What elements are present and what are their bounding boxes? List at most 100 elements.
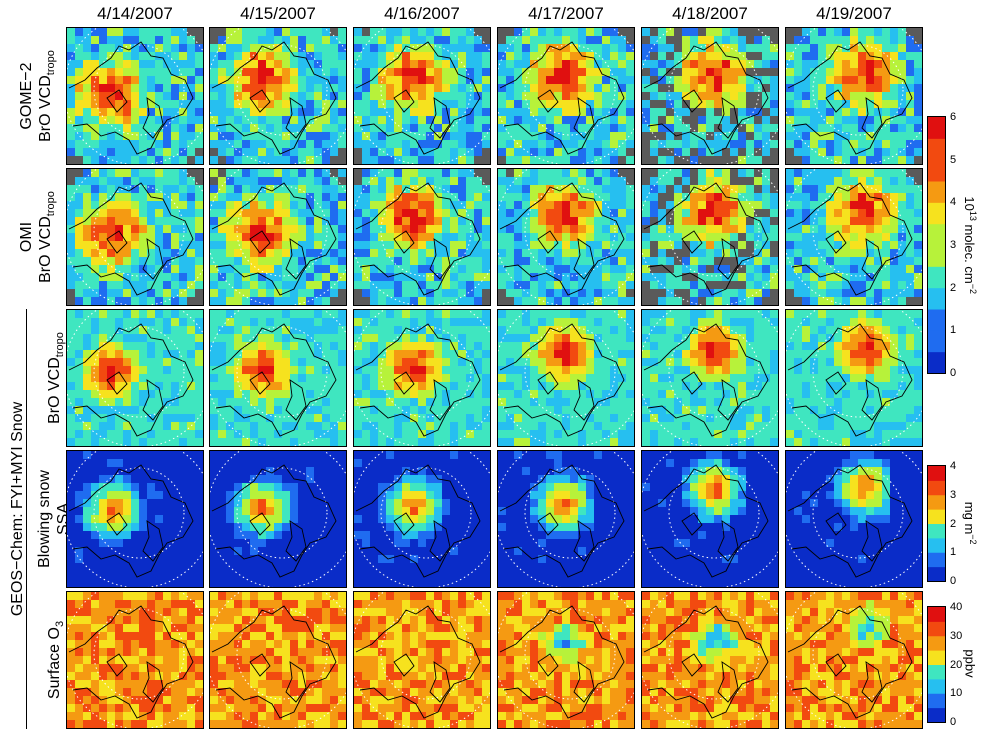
map-cell bbox=[434, 265, 443, 274]
map-cell bbox=[786, 100, 795, 109]
map-cell bbox=[147, 366, 156, 375]
map-cell bbox=[147, 177, 156, 186]
map-cell bbox=[147, 209, 156, 218]
latitude-circle bbox=[668, 185, 760, 277]
map-cell bbox=[155, 156, 164, 164]
map-cell bbox=[242, 60, 251, 69]
map-cell bbox=[107, 76, 116, 85]
map-cell bbox=[786, 60, 795, 69]
map-cell bbox=[195, 193, 203, 202]
map-cell bbox=[306, 217, 315, 226]
map-cell bbox=[290, 398, 299, 407]
map-cell bbox=[538, 156, 547, 164]
map-cell bbox=[482, 193, 490, 202]
map-cell bbox=[266, 132, 275, 141]
map-cell bbox=[770, 342, 778, 351]
map-cell bbox=[370, 201, 379, 210]
map-cell bbox=[370, 92, 379, 101]
map-cell bbox=[650, 148, 659, 157]
map-cell bbox=[450, 318, 459, 327]
map-cell bbox=[698, 422, 707, 431]
map-cell bbox=[386, 430, 395, 439]
map-cell bbox=[858, 28, 867, 37]
map-cell bbox=[450, 108, 459, 117]
map-cell bbox=[290, 156, 299, 164]
map-cell bbox=[426, 132, 435, 141]
map-cell bbox=[426, 326, 435, 335]
map-cell bbox=[242, 310, 251, 319]
map-cell bbox=[530, 366, 539, 375]
map-cell bbox=[426, 92, 435, 101]
map-cell bbox=[554, 116, 563, 125]
map-cell bbox=[266, 169, 275, 178]
map-cell bbox=[75, 382, 84, 391]
map-cell bbox=[187, 249, 196, 258]
map-cell bbox=[714, 148, 723, 157]
map-cell bbox=[426, 430, 435, 439]
map-cell bbox=[682, 318, 691, 327]
map-cell bbox=[754, 185, 763, 194]
map-cell bbox=[754, 310, 763, 319]
map-cell bbox=[746, 326, 755, 335]
map-cell bbox=[498, 68, 507, 77]
map-cell bbox=[882, 297, 891, 305]
latitude-circle bbox=[380, 326, 472, 418]
latitude-circle bbox=[236, 44, 328, 136]
map-cell bbox=[818, 273, 827, 282]
map-cell bbox=[898, 241, 907, 250]
map-cell bbox=[506, 140, 515, 149]
map-cell bbox=[826, 116, 835, 125]
map-cell bbox=[370, 390, 379, 399]
map-cell bbox=[802, 193, 811, 202]
map-cell bbox=[618, 326, 627, 335]
map-cell bbox=[91, 318, 100, 327]
map-cell bbox=[834, 84, 843, 93]
map-cell bbox=[738, 225, 747, 234]
map-cell bbox=[195, 116, 203, 125]
map-cell bbox=[362, 28, 371, 37]
map-cell bbox=[99, 358, 108, 367]
map-cell bbox=[115, 406, 124, 415]
map-cell bbox=[506, 430, 515, 439]
map-cell bbox=[179, 209, 188, 218]
map-cell bbox=[474, 249, 483, 258]
map-cell bbox=[754, 124, 763, 133]
map-panel bbox=[66, 27, 204, 165]
map-cell bbox=[586, 326, 595, 335]
map-cell bbox=[642, 342, 651, 351]
map-cell bbox=[874, 185, 883, 194]
map-cell bbox=[322, 334, 331, 343]
map-cell bbox=[330, 225, 339, 234]
map-cell bbox=[314, 438, 323, 446]
map-cell bbox=[642, 185, 651, 194]
map-cell bbox=[386, 289, 395, 298]
map-cell bbox=[370, 398, 379, 407]
map-cell bbox=[722, 84, 731, 93]
map-cell bbox=[746, 68, 755, 77]
map-cell bbox=[234, 289, 243, 298]
map-cell bbox=[187, 342, 196, 351]
map-cell bbox=[258, 84, 267, 93]
map-cell bbox=[594, 193, 603, 202]
map-cell bbox=[866, 297, 875, 305]
map-cell bbox=[378, 124, 387, 133]
map-cell bbox=[842, 116, 851, 125]
map-cell bbox=[786, 257, 795, 266]
map-cell bbox=[418, 140, 427, 149]
map-cell bbox=[386, 350, 395, 359]
map-cell bbox=[67, 148, 76, 157]
map-cell bbox=[530, 297, 539, 305]
map-cell bbox=[218, 382, 227, 391]
map-cell bbox=[762, 116, 771, 125]
map-cell bbox=[562, 374, 571, 383]
map-cell bbox=[210, 148, 219, 157]
map-cell bbox=[131, 374, 140, 383]
map-cell bbox=[195, 318, 203, 327]
map-cell bbox=[242, 414, 251, 423]
map-cell bbox=[290, 438, 299, 446]
map-cell bbox=[554, 169, 563, 178]
map-cell bbox=[626, 310, 634, 319]
map-cell bbox=[690, 358, 699, 367]
map-cell bbox=[67, 193, 76, 202]
map-cell bbox=[306, 185, 315, 194]
